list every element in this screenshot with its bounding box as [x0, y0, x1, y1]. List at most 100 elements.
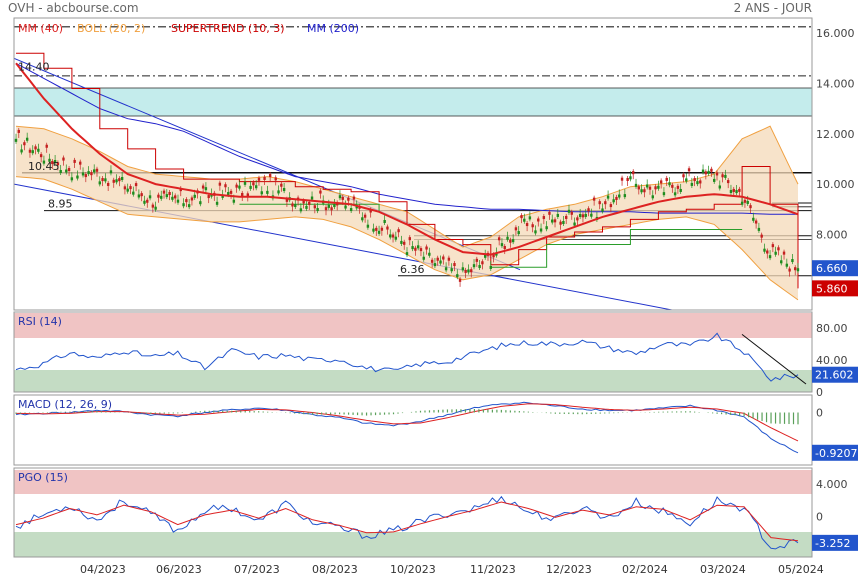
- price-candle-body: [556, 213, 560, 217]
- price-candle-body: [612, 199, 615, 203]
- price-candle-body: [361, 217, 364, 221]
- price-candle-body: [252, 182, 255, 186]
- pgo-ytick-label: 4.000: [816, 478, 848, 491]
- price-candle-body: [618, 194, 621, 198]
- price-level-annotation: 6.36: [400, 263, 425, 276]
- price-candle-body: [324, 207, 328, 211]
- price-candle-body: [676, 185, 680, 189]
- legend-entry: SUPERTREND (10, 3): [171, 22, 285, 35]
- rsi-last-value-label: 21.602: [815, 369, 854, 382]
- price-candle-body: [168, 192, 171, 196]
- price-candle-body: [193, 194, 196, 198]
- price-candle-body: [221, 194, 224, 198]
- supertrend-line: [16, 52, 799, 289]
- price-candle-body: [497, 237, 501, 241]
- price-ytick-label: 8.000: [816, 228, 848, 241]
- price-candle-body: [67, 168, 71, 172]
- price-candle-body: [559, 221, 562, 225]
- price-candle-body: [626, 177, 629, 181]
- price-candle-body: [425, 246, 428, 250]
- macd-ytick-label: 0: [816, 407, 823, 420]
- price-candle-body: [553, 219, 557, 223]
- price-candle-body: [310, 196, 314, 200]
- price-candle-body: [545, 226, 548, 230]
- mm40-line: [15, 62, 799, 256]
- price-candle-body: [389, 234, 392, 238]
- price-candle-body: [84, 174, 88, 178]
- pgo-panel-frame: [13, 467, 813, 558]
- price-candle-body: [517, 231, 520, 235]
- price-candle-body: [430, 259, 434, 263]
- price-candle-body: [333, 204, 336, 208]
- price-candle-body: [732, 188, 735, 192]
- price-candle-body: [740, 201, 744, 205]
- resistance-zone-band: [13, 87, 813, 117]
- price-candle-body: [383, 219, 386, 224]
- price-candle-body: [534, 230, 537, 234]
- pgo-last-value-box: [812, 534, 858, 551]
- x-axis-date-label: 07/2023: [234, 563, 280, 576]
- price-candle-body: [268, 174, 272, 178]
- price-candle-body: [520, 215, 523, 219]
- price-candle-body: [146, 199, 149, 203]
- price-candle-body: [419, 248, 423, 252]
- price-candle-body: [788, 268, 791, 272]
- price-candle-body: [224, 184, 227, 188]
- price-candle-body: [42, 160, 46, 164]
- rsi-oversold-zone: [14, 370, 812, 392]
- price-candle-body: [118, 178, 121, 182]
- price-candle-body: [394, 236, 398, 240]
- chart-period-label: 2 ANS - JOUR: [733, 1, 812, 15]
- price-candle-body: [752, 217, 755, 221]
- price-candle-body: [319, 190, 322, 194]
- price-candle-body: [525, 223, 529, 227]
- price-candle-body: [218, 182, 222, 186]
- price-candle-body: [120, 176, 124, 181]
- price-candle-body: [665, 177, 668, 181]
- price-candle-body: [137, 194, 141, 198]
- price-candle-body: [302, 200, 305, 204]
- price-candle-body: [347, 197, 350, 201]
- price-candle-body: [416, 245, 420, 249]
- price-candle-body: [606, 195, 610, 199]
- price-candle-body: [90, 172, 93, 176]
- price-candle-body: [20, 149, 23, 153]
- price-candle-body: [685, 178, 688, 182]
- price-candle-body: [313, 205, 317, 209]
- price-candle-body: [349, 208, 353, 212]
- price-candle-body: [182, 203, 185, 207]
- price-candle-body: [257, 177, 261, 181]
- price-candle-body: [687, 168, 691, 172]
- price-candle-body: [308, 201, 311, 205]
- supertrend-support-line: [239, 203, 380, 212]
- price-candle-body: [98, 181, 101, 185]
- price-candle-body: [171, 196, 174, 200]
- price-candle-body: [699, 180, 702, 184]
- price-candle-body: [715, 172, 719, 176]
- price-candle-body: [726, 180, 730, 184]
- price-candle-body: [444, 267, 448, 271]
- pgo-last-value-label: -3.252: [815, 537, 850, 550]
- price-candle-body: [263, 176, 266, 180]
- price-candle-body: [56, 162, 60, 166]
- price-candle-body: [592, 197, 596, 201]
- x-axis-date-label: 10/2023: [390, 563, 436, 576]
- price-candle-body: [651, 195, 654, 199]
- price-candle-body: [749, 205, 752, 209]
- price-candle-body: [59, 169, 62, 173]
- rsi-trend-line: [741, 334, 807, 385]
- price-candle-body: [162, 190, 166, 194]
- pgo-panel-label: PGO (15): [18, 471, 68, 484]
- price-candle-body: [511, 239, 515, 243]
- price-candle-body: [386, 226, 389, 230]
- price-candle-body: [377, 230, 381, 234]
- price-candle-body: [668, 182, 671, 186]
- price-candle-body: [704, 171, 708, 175]
- price-candle-body: [352, 196, 356, 200]
- price-candle-body: [160, 195, 163, 199]
- price-candle-body: [671, 184, 674, 188]
- price-candle-body: [229, 190, 233, 194]
- price-candle-body: [241, 192, 244, 196]
- price-candle-body: [165, 194, 169, 198]
- price-candle-body: [157, 194, 160, 198]
